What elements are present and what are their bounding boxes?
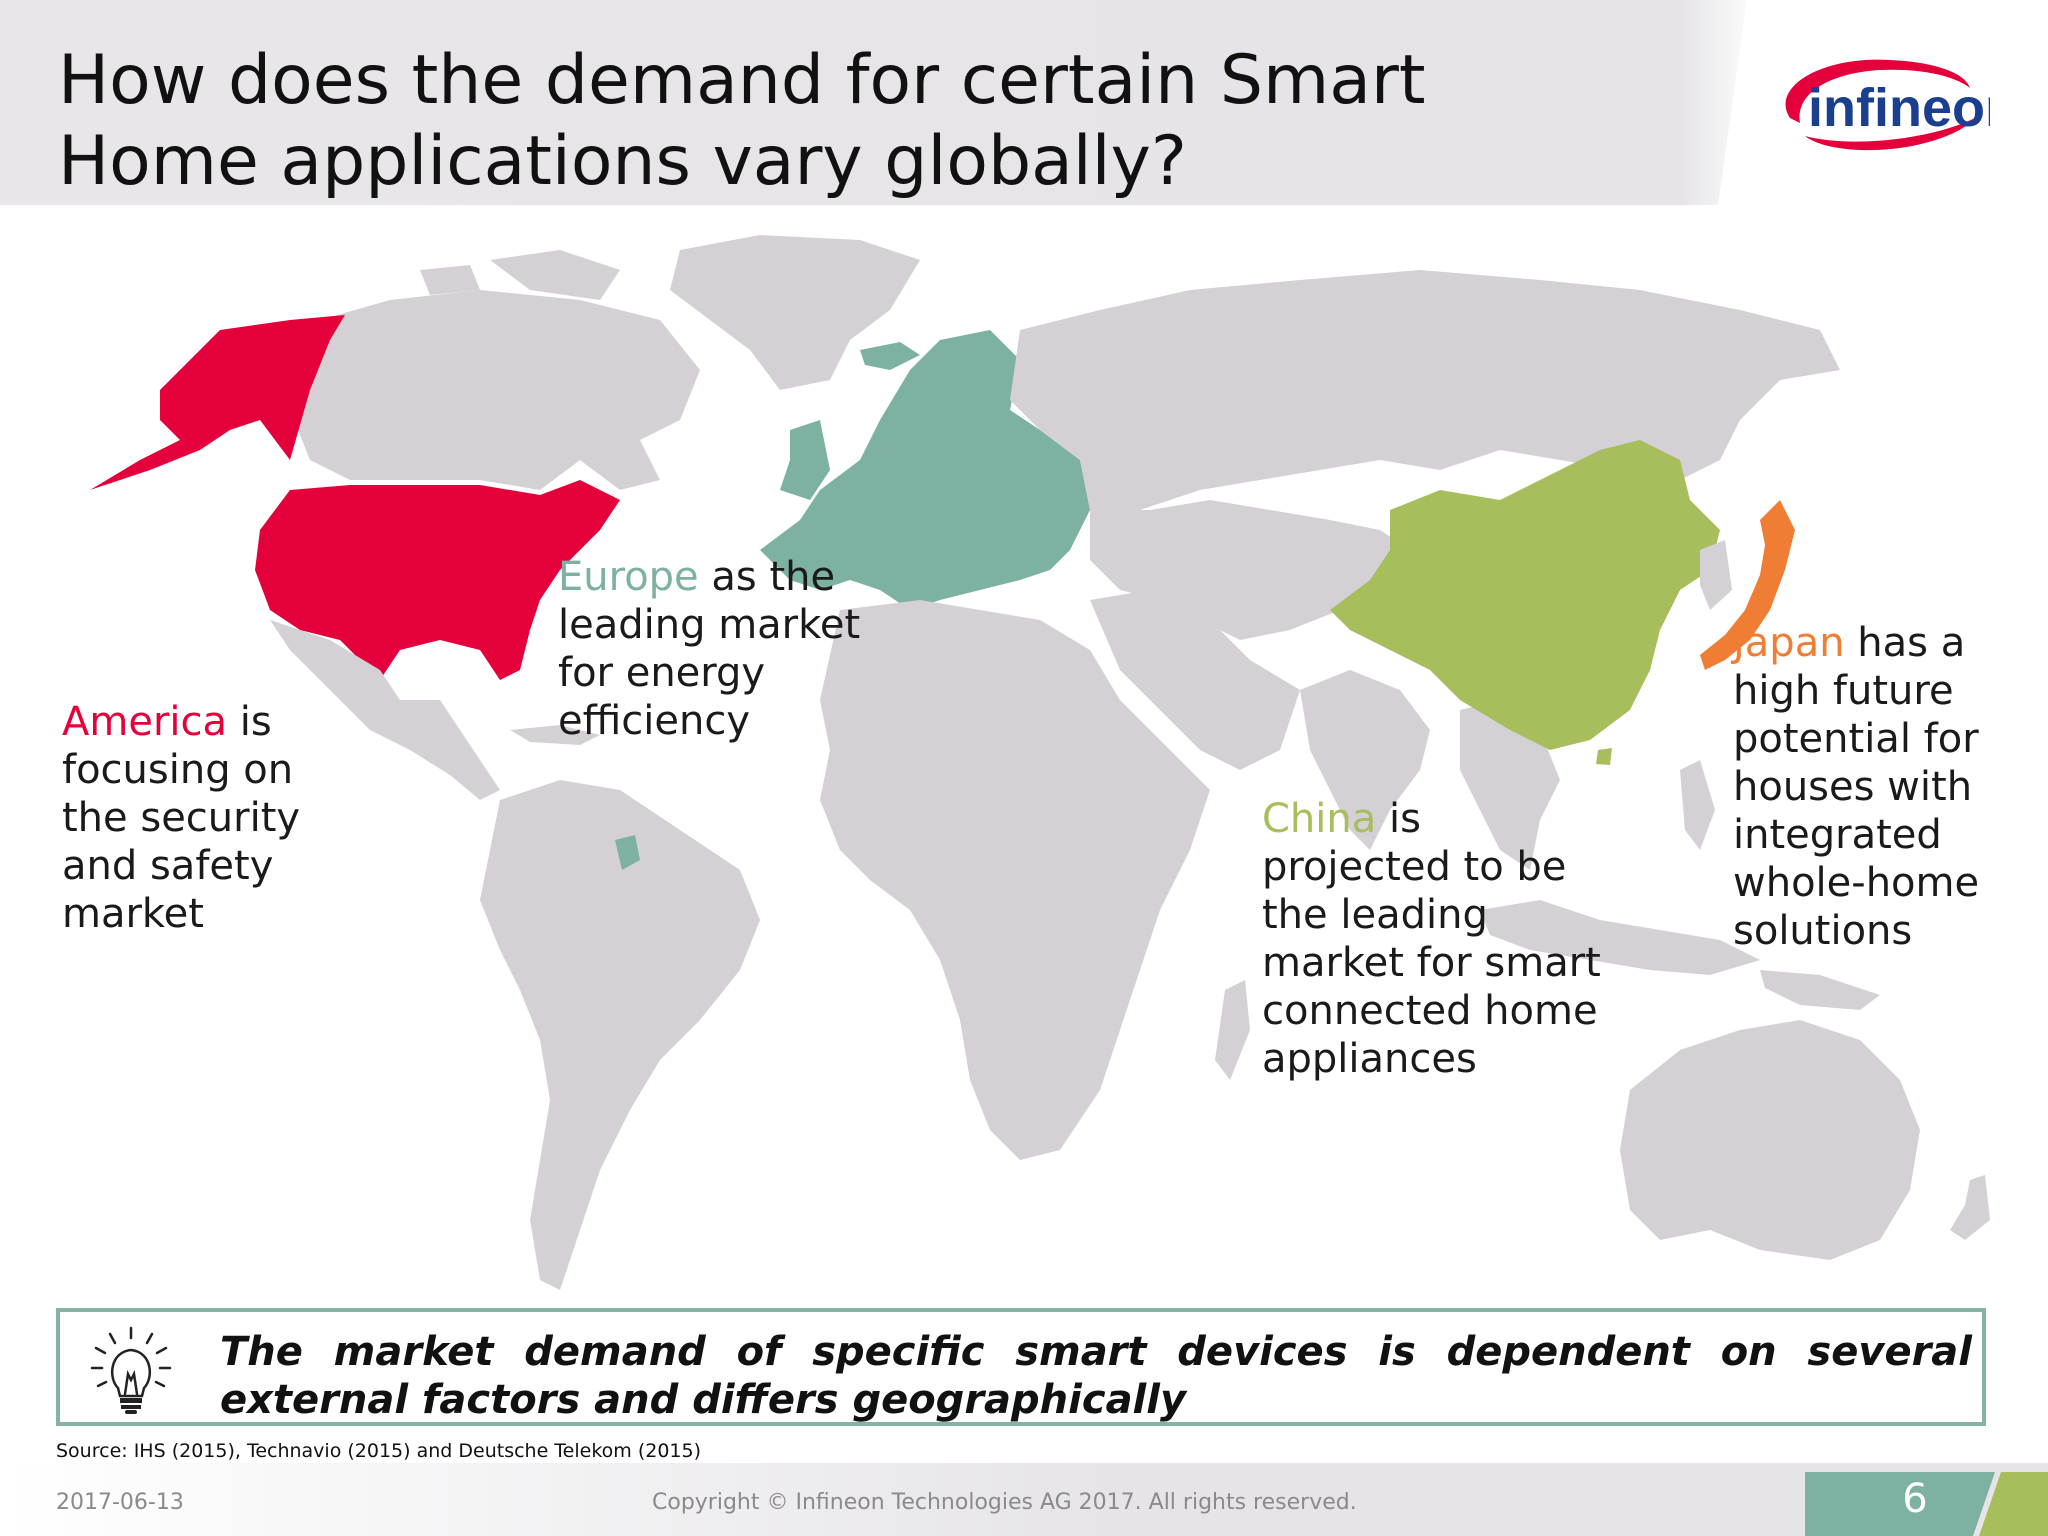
footer-date: 2017-06-13 bbox=[56, 1490, 184, 1515]
japan-line-7: solutions bbox=[1733, 908, 1913, 954]
africa-shape bbox=[820, 600, 1210, 1160]
world-map bbox=[60, 230, 2000, 1315]
japan-highlight: Japan bbox=[1733, 620, 1845, 666]
europe-line-2: leading market bbox=[558, 602, 861, 648]
europe-callout: Europe as the leading market for energy … bbox=[558, 553, 860, 745]
new-guinea-shape bbox=[1760, 970, 1880, 1010]
footer-band bbox=[0, 1463, 2048, 1536]
title-line-2: Home applications vary globally? bbox=[58, 122, 1187, 201]
europe-line-1-rest: as the bbox=[698, 554, 836, 600]
arctic-islands-shape bbox=[420, 250, 620, 300]
china-line-6: appliances bbox=[1262, 1036, 1477, 1082]
lightbulb-icon bbox=[90, 1326, 172, 1414]
title-line-1: How does the demand for certain Smart bbox=[58, 41, 1426, 120]
french-guiana-shape bbox=[615, 835, 640, 870]
america-line-1-rest: is bbox=[227, 699, 272, 745]
europe-line-3: for energy bbox=[558, 650, 766, 696]
key-statement-box: The market demand of specific smart devi… bbox=[56, 1308, 1986, 1426]
japan-line-5: integrated bbox=[1733, 812, 1942, 858]
iceland-shape bbox=[860, 342, 920, 370]
europe-highlight: Europe bbox=[558, 554, 699, 600]
china-callout: China is projected to be the leading mar… bbox=[1262, 795, 1601, 1083]
page-number-badge bbox=[1805, 1466, 2048, 1536]
caribbean-shape bbox=[510, 725, 600, 745]
central-asia-shape bbox=[1090, 500, 1410, 640]
hainan-shape bbox=[1596, 748, 1612, 765]
america-line-3: the security bbox=[62, 795, 301, 841]
middle-east-shape bbox=[1090, 590, 1300, 770]
japan-line-3: potential for bbox=[1733, 716, 1979, 762]
europe-line-4: efficiency bbox=[558, 698, 751, 744]
infineon-logo: infineon bbox=[1760, 48, 1990, 158]
china-line-5: connected home bbox=[1262, 988, 1598, 1034]
japan-line-4: houses with bbox=[1733, 764, 1973, 810]
new-zealand-shape bbox=[1950, 1175, 1990, 1240]
slide-title: How does the demand for certain Smart Ho… bbox=[58, 40, 1558, 202]
europe-shape bbox=[760, 330, 1090, 610]
china-shape bbox=[1330, 440, 1720, 750]
russia-shape bbox=[1010, 270, 1840, 510]
china-highlight: China bbox=[1262, 796, 1377, 842]
header-band bbox=[0, 0, 2048, 205]
greenland-shape bbox=[670, 235, 920, 390]
south-america-shape bbox=[480, 780, 760, 1290]
india-shape bbox=[1300, 670, 1430, 850]
statement-text: The market demand of specific smart devi… bbox=[220, 1329, 1972, 1423]
japan-line-6: whole-home bbox=[1733, 860, 1980, 906]
japan-callout: Japan has a high future potential for ho… bbox=[1733, 619, 1979, 955]
mexico-shape bbox=[270, 620, 500, 800]
america-callout: America is focusing on the security and … bbox=[62, 698, 300, 938]
japan-line-1-rest: has a bbox=[1844, 620, 1966, 666]
china-line-4: market for smart bbox=[1262, 940, 1601, 986]
japan-line-2: high future bbox=[1733, 668, 1954, 714]
canada-shape bbox=[290, 290, 700, 490]
alaska-shape bbox=[90, 315, 345, 490]
america-line-2: focusing on bbox=[62, 747, 294, 793]
footer-copyright: Copyright © Infineon Technologies AG 201… bbox=[652, 1490, 1357, 1515]
america-line-5: market bbox=[62, 891, 204, 937]
australia-shape bbox=[1620, 1020, 1920, 1260]
usa-shape bbox=[255, 480, 620, 680]
philippines-shape bbox=[1680, 760, 1715, 850]
page-number: 6 bbox=[1902, 1476, 1928, 1522]
america-line-4: and safety bbox=[62, 843, 274, 889]
indonesia-shape bbox=[1480, 900, 1760, 975]
china-line-3: the leading bbox=[1262, 892, 1488, 938]
madagascar-shape bbox=[1215, 980, 1250, 1080]
china-line-2: projected to be bbox=[1262, 844, 1567, 890]
japan-shape bbox=[1700, 500, 1795, 670]
china-line-1-rest: is bbox=[1376, 796, 1421, 842]
logo-wordmark: infineon bbox=[1808, 78, 1990, 138]
uk-shape bbox=[780, 420, 830, 500]
america-highlight: America bbox=[62, 699, 227, 745]
korea-shape bbox=[1700, 540, 1732, 610]
source-note: Source: IHS (2015), Technavio (2015) and… bbox=[56, 1440, 702, 1462]
